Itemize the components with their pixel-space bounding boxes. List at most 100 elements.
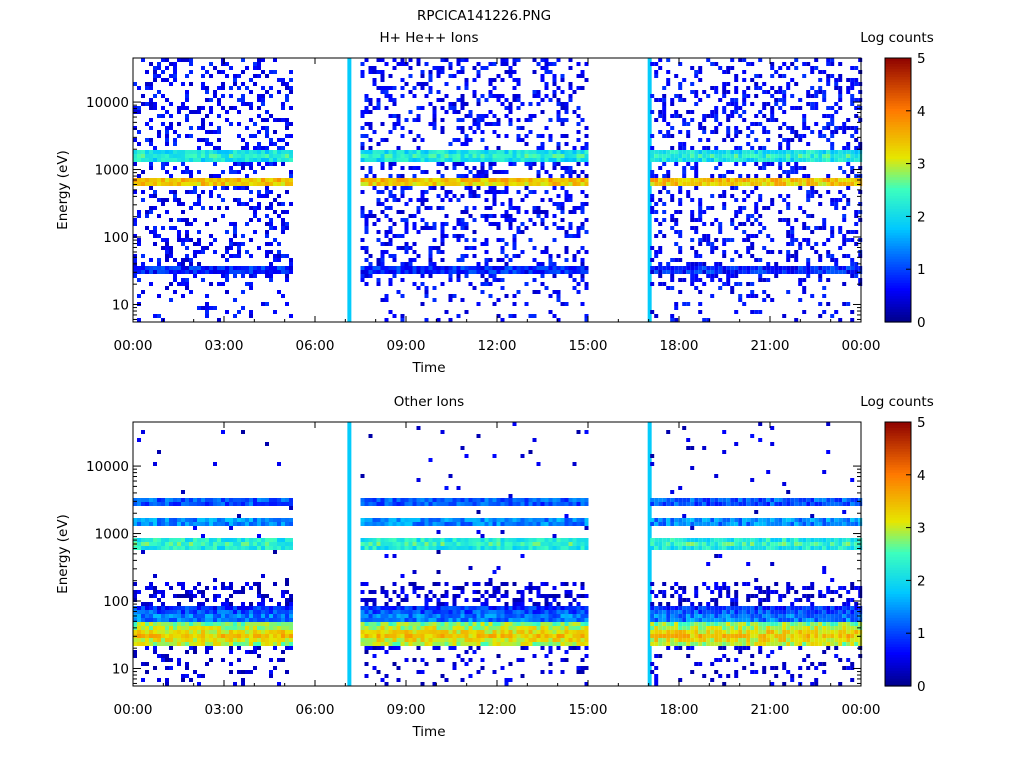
- heatmap-cell: [794, 318, 799, 322]
- heatmap-cell: [440, 606, 445, 610]
- heatmap-cell: [548, 294, 553, 298]
- heatmap-cell: [734, 78, 739, 82]
- heatmap-cell: [492, 302, 497, 306]
- heatmap-cell: [476, 302, 481, 306]
- heatmap-cell: [384, 622, 389, 626]
- heatmap-cell: [492, 170, 497, 174]
- heatmap-cell: [181, 674, 185, 678]
- heatmap-cell: [576, 150, 581, 154]
- heatmap-cell: [217, 206, 221, 210]
- heatmap-cell: [718, 278, 723, 282]
- heatmap-cell: [161, 162, 165, 166]
- heatmap-cell: [285, 622, 289, 626]
- heatmap-cell: [488, 154, 493, 158]
- heatmap-cell: [420, 518, 425, 522]
- heatmap-cell: [161, 114, 165, 118]
- heatmap-cell: [153, 146, 157, 150]
- heatmap-cell: [778, 194, 783, 198]
- heatmap-cell: [149, 258, 153, 262]
- heatmap-cell: [654, 202, 659, 206]
- heatmap-cell: [472, 158, 477, 162]
- heatmap-cell: [392, 518, 397, 522]
- heatmap-cell: [666, 270, 671, 274]
- heatmap-cell: [169, 226, 173, 230]
- heatmap-cell: [201, 250, 205, 254]
- heatmap-cell: [814, 102, 819, 106]
- heatmap-cell: [552, 166, 557, 170]
- heatmap-cell: [576, 250, 581, 254]
- heatmap-cell: [806, 182, 811, 186]
- heatmap-cell: [818, 78, 823, 82]
- heatmap-cell: [360, 618, 365, 622]
- heatmap-cell: [508, 270, 513, 274]
- heatmap-cell: [456, 178, 461, 182]
- heatmap-cell: [225, 502, 229, 506]
- heatmap-cell: [694, 162, 699, 166]
- heatmap-cell: [177, 234, 181, 238]
- heatmap-cell: [420, 546, 425, 550]
- heatmap-cell: [364, 98, 369, 102]
- heatmap-cell: [157, 654, 161, 658]
- heatmap-cell: [714, 154, 719, 158]
- heatmap-cell: [376, 522, 381, 526]
- heatmap-cell: [790, 106, 795, 110]
- heatmap-cell: [149, 502, 153, 506]
- heatmap-cell: [165, 98, 169, 102]
- heatmap-cell: [380, 242, 385, 246]
- heatmap-cell: [257, 202, 261, 206]
- heatmap-cell: [686, 154, 691, 158]
- heatmap-cell: [750, 150, 755, 154]
- heatmap-cell: [794, 258, 799, 262]
- heatmap-cell: [388, 642, 393, 646]
- heatmap-cell: [854, 266, 859, 270]
- heatmap-cell: [734, 102, 739, 106]
- heatmap-cell: [678, 142, 683, 146]
- heatmap-cell: [145, 178, 149, 182]
- heatmap-cell: [472, 266, 477, 270]
- heatmap-cell: [269, 202, 273, 206]
- heatmap-cell: [396, 642, 401, 646]
- heatmap-cell: [249, 286, 253, 290]
- heatmap-cell: [822, 90, 827, 94]
- heatmap-cell: [846, 162, 851, 166]
- heatmap-cell: [706, 234, 711, 238]
- heatmap-cell: [580, 86, 585, 90]
- heatmap-cell: [384, 266, 389, 270]
- heatmap-cell: [145, 626, 149, 630]
- heatmap-cell: [436, 194, 441, 198]
- heatmap-cell: [368, 606, 373, 610]
- heatmap-cell: [818, 182, 823, 186]
- heatmap-cell: [524, 178, 529, 182]
- heatmap-cell: [568, 182, 573, 186]
- heatmap-cell: [436, 66, 441, 70]
- heatmap-cell: [372, 502, 377, 506]
- heatmap-cell: [265, 270, 269, 274]
- heatmap-cell: [528, 118, 533, 122]
- heatmap-cell: [476, 150, 481, 154]
- heatmap-cell: [253, 82, 257, 86]
- heatmap-cell: [814, 226, 819, 230]
- heatmap-cell: [233, 230, 237, 234]
- heatmap-cell: [690, 146, 695, 150]
- heatmap-cell: [221, 614, 225, 618]
- heatmap-cell: [544, 178, 549, 182]
- heatmap-cell: [209, 626, 213, 630]
- heatmap-cell: [496, 222, 501, 226]
- heatmap-cell: [484, 154, 489, 158]
- heatmap-cell: [392, 606, 397, 610]
- heatmap-cell: [830, 134, 835, 138]
- heatmap-cell: [678, 98, 683, 102]
- heatmap-cell: [496, 182, 501, 186]
- heatmap-cell: [512, 178, 517, 182]
- heatmap-cell: [436, 618, 441, 622]
- heatmap-cell: [440, 542, 445, 546]
- heatmap-cell: [396, 610, 401, 614]
- heatmap-cell: [400, 614, 405, 618]
- heatmap-cell: [722, 138, 727, 142]
- heatmap-cell: [698, 214, 703, 218]
- heatmap-cell: [440, 642, 445, 646]
- colorbar-swatch: [885, 68, 911, 72]
- heatmap-cell: [492, 158, 497, 162]
- heatmap-cell: [682, 170, 687, 174]
- heatmap-cell: [778, 174, 783, 178]
